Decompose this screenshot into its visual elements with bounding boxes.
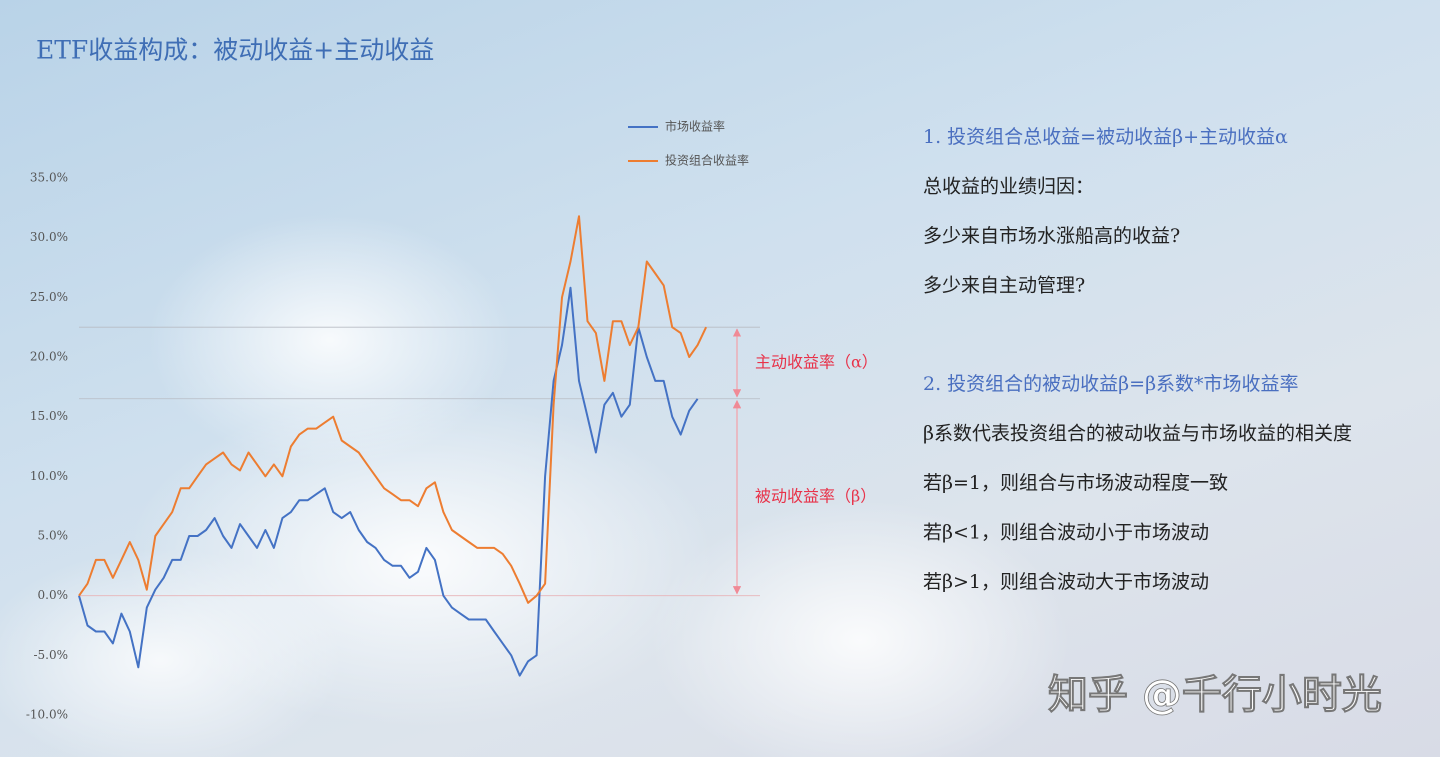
series-line bbox=[78, 215, 708, 604]
section-line: 总收益的业绩归因： bbox=[923, 176, 1094, 198]
y-tick-label: 20.0% bbox=[30, 350, 68, 364]
y-tick-label: 5.0% bbox=[38, 529, 69, 543]
section-heading: 1. 投资组合总收益=被动收益β+主动收益α bbox=[923, 126, 1288, 148]
section-line: 多少来自市场水涨船高的收益? bbox=[923, 225, 1180, 247]
section-line: 若β<1，则组合波动小于市场波动 bbox=[923, 522, 1209, 544]
y-tick-label: 35.0% bbox=[30, 171, 68, 185]
y-tick-label: 30.0% bbox=[30, 230, 68, 244]
section-line: 若β=1，则组合与市场波动程度一致 bbox=[923, 472, 1228, 494]
legend-label: 市场收益率 bbox=[665, 119, 725, 134]
y-tick-label: 0.0% bbox=[38, 588, 69, 602]
legend-label: 投资组合收益率 bbox=[665, 153, 749, 168]
y-tick-label: 25.0% bbox=[30, 290, 68, 304]
y-tick-label: -5.0% bbox=[33, 648, 68, 662]
watermark: 知乎 @千行小时光 bbox=[1048, 672, 1382, 718]
slide-title: ETF收益构成：被动收益+主动收益 bbox=[36, 36, 434, 65]
section-line: 多少来自主动管理? bbox=[923, 275, 1085, 297]
y-tick-label: 15.0% bbox=[30, 409, 68, 423]
y-tick-label: 10.0% bbox=[30, 469, 68, 483]
section-line: 若β>1，则组合波动大于市场波动 bbox=[923, 571, 1209, 593]
section-line: β系数代表投资组合的被动收益与市场收益的相关度 bbox=[923, 423, 1352, 445]
y-tick-label: -10.0% bbox=[26, 708, 68, 722]
series-line bbox=[78, 286, 699, 677]
annotation-label: 被动收益率（β） bbox=[755, 487, 876, 506]
annotation-label: 主动收益率（α） bbox=[755, 352, 878, 371]
section-heading: 2. 投资组合的被动收益β=β系数*市场收益率 bbox=[923, 373, 1299, 395]
